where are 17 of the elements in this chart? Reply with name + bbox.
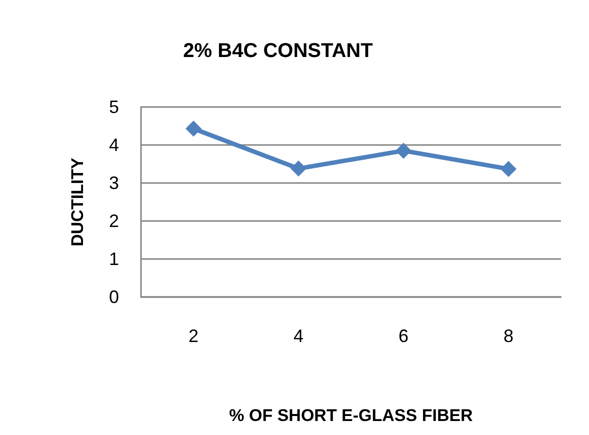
point xyxy=(396,142,412,159)
y-tick-label: 5 xyxy=(108,97,119,117)
x-tick-label: 6 xyxy=(398,326,409,346)
y-tick-label: 3 xyxy=(108,173,119,193)
y-axis-title: DUCTILITY xyxy=(68,156,87,246)
y-tick-label: 4 xyxy=(108,135,119,155)
y-tick-label: 2 xyxy=(108,211,119,231)
point xyxy=(186,120,202,137)
point xyxy=(290,160,306,177)
x-tick-label: 2 xyxy=(188,326,199,346)
point xyxy=(500,160,516,177)
x-tick-label: 8 xyxy=(503,326,514,346)
chart-title: 2% B4C CONSTANT xyxy=(183,40,373,62)
y-tick-label: 1 xyxy=(108,249,119,269)
x-axis-title: % OF SHORT E-GLASS FIBER xyxy=(229,406,473,425)
x-tick-label: 4 xyxy=(293,326,304,346)
y-tick-label: 0 xyxy=(108,287,119,307)
